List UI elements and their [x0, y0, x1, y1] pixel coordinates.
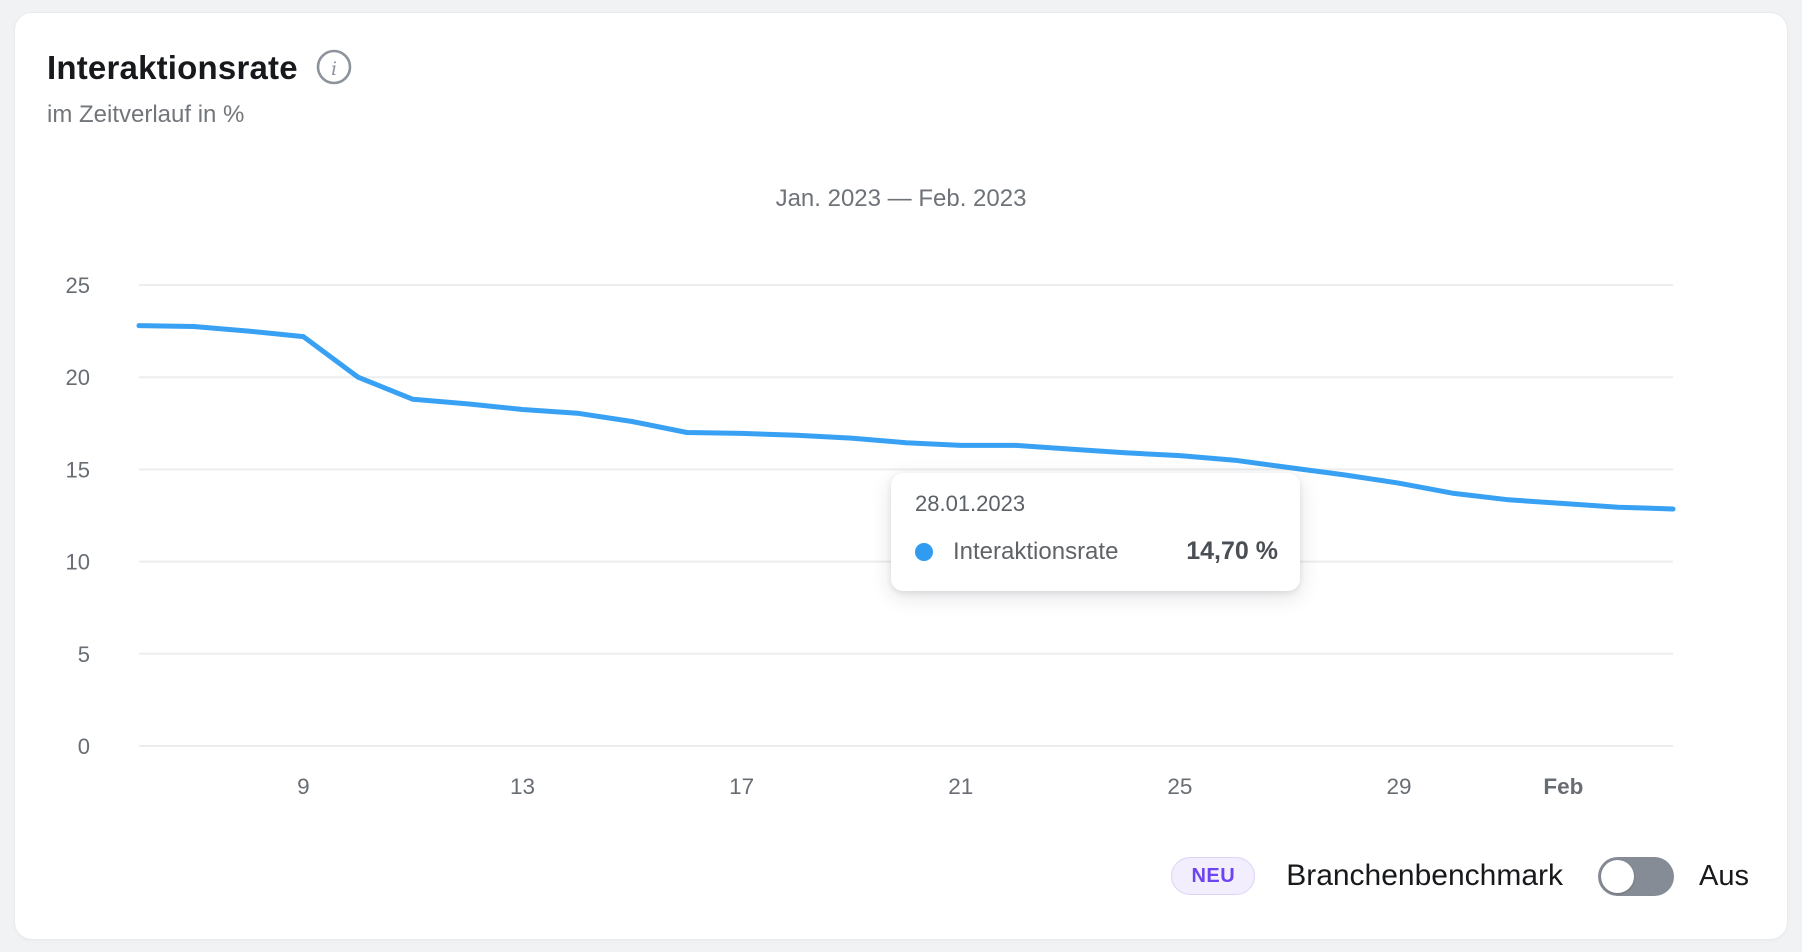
y-tick-label-0: 0 [78, 734, 90, 759]
y-tick-label-25: 25 [66, 273, 90, 298]
interaktionsrate-card: Interaktionsrate i im Zeitverlauf in % J… [14, 12, 1788, 940]
info-icon: i [316, 49, 352, 88]
x-tick-label-17: 17 [729, 774, 754, 799]
y-tick-label-20: 20 [66, 365, 90, 390]
x-tick-label-Feb: Feb [1543, 774, 1583, 799]
chart-tooltip: 28.01.2023 Interaktionsrate 14,70 % [891, 473, 1300, 591]
x-tick-label-9: 9 [297, 774, 310, 799]
tooltip-value: 14,70 % [1186, 537, 1278, 565]
benchmark-toggle[interactable] [1598, 856, 1675, 896]
benchmark-controls: NEU Branchenbenchmark Aus [1171, 855, 1749, 897]
tooltip-date: 28.01.2023 [915, 491, 1026, 516]
x-tick-label-25: 25 [1167, 774, 1192, 799]
info-button[interactable]: i [316, 49, 352, 88]
tooltip-series-label: Interaktionsrate [953, 537, 1119, 565]
benchmark-label: Branchenbenchmark [1286, 859, 1564, 892]
x-tick-label-13: 13 [510, 774, 535, 799]
y-tick-label-10: 10 [66, 550, 90, 575]
card-subtitle: im Zeitverlauf in % [47, 101, 245, 128]
x-tick-label-21: 21 [948, 774, 973, 799]
x-tick-label-29: 29 [1387, 774, 1412, 799]
chart-date-range: Jan. 2023 — Feb. 2023 [775, 185, 1027, 212]
toggle-knob-icon [1601, 859, 1635, 893]
svg-text:i: i [331, 58, 337, 80]
y-tick-label-5: 5 [78, 642, 90, 667]
y-tick-label-15: 15 [66, 457, 90, 482]
series-line-interaktionsrate [136, 323, 1676, 512]
series-dot-icon [915, 542, 933, 561]
card-title: Interaktionsrate [47, 49, 298, 86]
card-header: Interaktionsrate i im Zeitverlauf in % [47, 49, 352, 129]
neu-badge: NEU [1171, 857, 1256, 895]
tooltip-row: Interaktionsrate 14,70 % [915, 537, 1278, 566]
toggle-state-label: Aus [1699, 859, 1749, 892]
